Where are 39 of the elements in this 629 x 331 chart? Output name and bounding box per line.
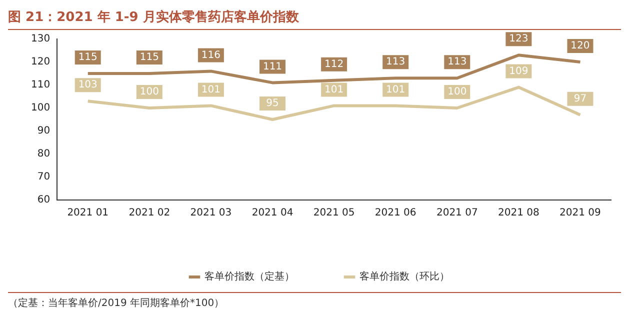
data-label: 101 — [324, 84, 344, 96]
legend-label: 客单价指数（环比） — [360, 270, 450, 283]
data-label: 100 — [140, 86, 159, 98]
y-tick-label: 130 — [30, 34, 50, 45]
data-label: 101 — [386, 84, 406, 96]
y-tick-label: 120 — [30, 56, 50, 68]
text: （定基：当年客单价/2019 年同期客单价*100） — [8, 292, 621, 310]
data-label: 116 — [201, 50, 220, 61]
x-tick-label: 2021 09 — [560, 208, 601, 219]
y-tick-label: 70 — [37, 172, 50, 183]
x-tick-label: 2021 08 — [498, 208, 540, 219]
data-label: 101 — [201, 84, 220, 96]
y-tick-label: 60 — [37, 194, 50, 206]
x-tick-label: 2021 04 — [252, 208, 294, 219]
data-label: 123 — [509, 34, 528, 45]
x-tick-label: 2021 05 — [313, 208, 355, 219]
data-label: 115 — [78, 52, 98, 64]
y-tick-label: 90 — [37, 126, 50, 137]
x-tick-label: 2021 07 — [436, 208, 478, 219]
y-tick-label: 80 — [37, 148, 50, 160]
data-label: 112 — [324, 58, 344, 70]
data-label: 97 — [574, 93, 587, 104]
data-label: 103 — [78, 80, 98, 91]
x-tick-label: 2021 06 — [374, 208, 416, 219]
y-tick-label: 100 — [30, 102, 50, 114]
data-label: 100 — [448, 86, 467, 98]
data-label: 95 — [266, 98, 279, 110]
data-label: 111 — [262, 61, 282, 72]
data-label: 113 — [386, 56, 406, 68]
y-tick-label: 110 — [30, 80, 50, 91]
data-label: 113 — [448, 56, 467, 68]
x-tick-label: 2021 01 — [67, 208, 109, 219]
x-tick-label: 2021 02 — [128, 208, 170, 219]
data-label: 115 — [140, 52, 159, 64]
data-label: 109 — [509, 66, 528, 77]
chart-title: 图 21：2021 年 1-9 月实体零售药店客单价指数 — [8, 8, 621, 30]
data-label: 120 — [570, 40, 590, 52]
x-tick-label: 2021 03 — [190, 208, 232, 219]
legend-label: 客单价指数（定基） — [204, 270, 294, 283]
